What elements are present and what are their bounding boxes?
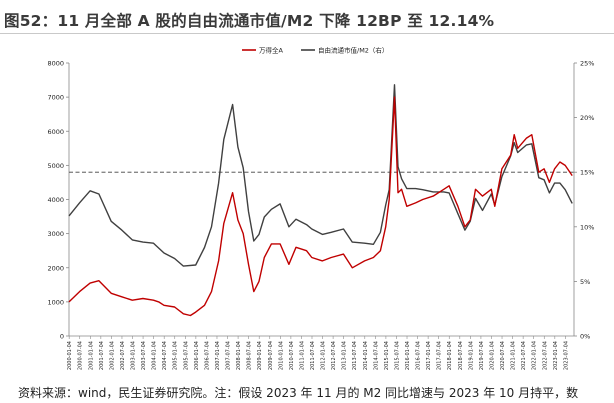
x-tick-label: 2007-07-04 [226, 341, 232, 370]
left-tick-label: 2000 [47, 264, 64, 272]
x-tick-label: 2011-07-04 [310, 341, 316, 370]
x-tick-label: 2019-07-04 [479, 341, 485, 370]
x-tick-label: 2014-07-04 [373, 341, 379, 370]
chart-axes: 0 1000 2000 3000 4000 5000 6000 7000 8000 0% 5% 10%… [47, 60, 594, 371]
figure-title: 图52：11 月全部 A 股的自由流通市值/M2 下降 12BP 至 12.14… [4, 12, 495, 30]
right-tick-label: 25% [580, 60, 594, 68]
x-tick-label: 2017-01-04 [426, 341, 432, 370]
x-tick-label: 2020-07-04 [500, 341, 506, 370]
x-tick-label: 2005-07-04 [183, 341, 189, 370]
x-tick-label: 2018-01-04 [447, 341, 453, 370]
left-tick-label: 1000 [47, 298, 64, 306]
legend-label-2: 自由流通市值/M2（右） [318, 46, 388, 55]
right-tick-label: 10% [580, 223, 594, 231]
x-tick-label: 2016-01-04 [405, 341, 411, 370]
chart-legend: 万得全A 自由流通市值/M2（右） [242, 46, 388, 55]
right-tick-label: 15% [580, 169, 594, 177]
x-tick-label: 2002-01-04 [109, 341, 115, 370]
series-line-2 [68, 84, 573, 267]
left-tick-label: 4000 [47, 196, 64, 204]
x-tick-label: 2022-01-04 [532, 341, 538, 370]
source-note: 资料来源：wind，民生证券研究院。注：假设 2023 年 11 月的 M2 同… [18, 386, 579, 400]
x-tick-label: 2009-07-04 [268, 341, 274, 370]
right-tick-label: 5% [580, 278, 590, 286]
left-tick-label: 0 [60, 333, 64, 341]
x-tick-label: 2012-07-04 [331, 341, 337, 370]
x-tick-label: 2001-01-04 [88, 341, 94, 370]
x-tick-label: 2003-07-04 [141, 341, 147, 370]
x-tick-label: 2013-01-04 [342, 341, 348, 370]
chart: 万得全A 自由流通市值/M2（右） 0 1000 2000 3000 4000 5000 60… [47, 46, 594, 371]
x-tick-label: 2021-07-04 [521, 341, 527, 370]
x-tick-label: 2016-07-04 [416, 341, 422, 370]
x-tick-label: 2018-07-04 [458, 341, 464, 370]
left-tick-label: 7000 [47, 94, 64, 102]
x-tick-label: 2013-07-04 [352, 341, 358, 370]
x-tick-label: 2003-01-04 [131, 341, 137, 370]
series-line-1 [68, 96, 573, 317]
x-tick-label: 2015-01-04 [384, 341, 390, 370]
right-tick-label: 0% [580, 333, 590, 341]
x-tick-label: 2012-01-04 [321, 341, 327, 370]
right-tick-label: 20% [580, 114, 594, 122]
left-tick-label: 8000 [47, 60, 64, 68]
x-tick-label: 2004-01-04 [152, 341, 158, 370]
left-tick-label: 3000 [47, 230, 64, 238]
series-group [68, 84, 573, 317]
x-tick-label: 2010-07-04 [289, 341, 295, 370]
x-tick-label: 2011-01-04 [299, 341, 305, 370]
legend-label-1: 万得全A [259, 46, 284, 55]
x-tick-label: 2006-07-04 [204, 341, 210, 370]
x-tick-label: 2017-07-04 [437, 341, 443, 370]
x-tick-label: 2010-01-04 [278, 341, 284, 370]
x-tick-label: 2014-01-04 [363, 341, 369, 370]
x-tick-label: 2007-01-04 [215, 341, 221, 370]
x-tick-label: 2009-01-04 [257, 341, 263, 370]
title-divider [0, 33, 614, 34]
x-tick-label: 2008-07-04 [247, 341, 253, 370]
x-tick-label: 2000-07-04 [78, 341, 84, 370]
x-tick-label: 2002-07-04 [120, 341, 126, 370]
x-tick-label: 2004-07-04 [162, 341, 168, 370]
x-tick-label: 2019-01-04 [468, 341, 474, 370]
x-tick-label: 2023-07-04 [563, 341, 569, 370]
x-tick-label: 2023-01-04 [553, 341, 559, 370]
x-tick-label: 2005-01-04 [173, 341, 179, 370]
x-tick-label: 2020-01-04 [489, 341, 495, 370]
x-tick-label: 2008-01-04 [236, 341, 242, 370]
x-tick-label: 2022-07-04 [542, 341, 548, 370]
left-tick-label: 5000 [47, 162, 64, 170]
x-tick-label: 2006-01-04 [194, 341, 200, 370]
x-tick-label: 2000-01-04 [67, 341, 73, 370]
x-tick-label: 2001-07-04 [99, 341, 105, 370]
x-tick-label: 2021-01-04 [511, 341, 517, 370]
x-tick-label: 2015-07-04 [394, 341, 400, 370]
left-tick-label: 6000 [47, 128, 64, 136]
